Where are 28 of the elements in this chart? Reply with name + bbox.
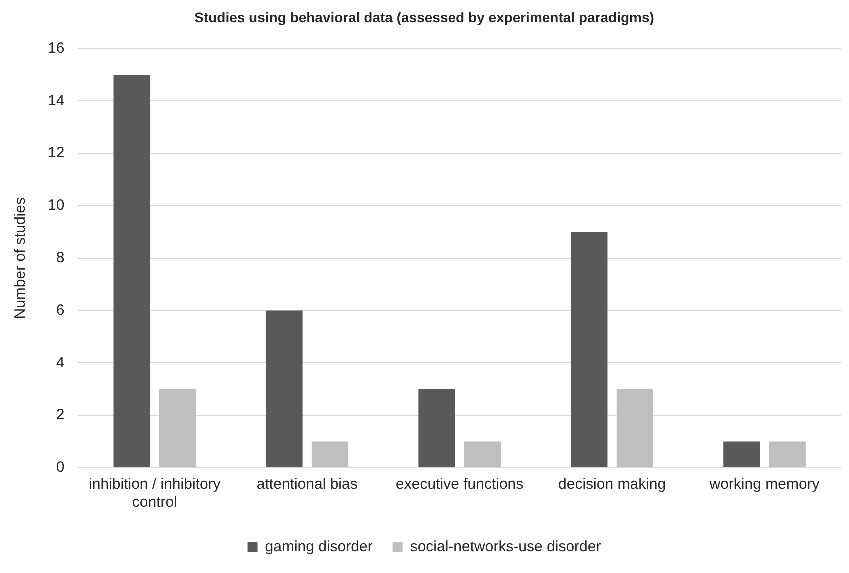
x-tick-label: inhibition / inhibitory control [89,476,222,512]
legend-label: social-networks-use disorder [410,538,602,556]
y-tick-label: 14 [48,92,65,110]
y-tick-label: 8 [56,250,65,267]
chart-title: Studies using behavioral data (assessed by experimental paradigms) [194,9,654,26]
y-tick-label: 6 [56,302,65,319]
y-tick-label: 0 [56,459,65,476]
bar [114,75,150,468]
x-tick-label: executive functions [396,476,524,494]
bar [418,389,456,468]
bar [159,389,196,468]
bar [571,232,608,468]
bar [464,442,502,468]
bar [312,442,349,468]
x-tick-label: attentional bias [256,476,358,494]
bar [724,442,760,468]
y-axis-title: Number of studies [12,198,30,320]
bar [769,442,806,468]
x-tick-label: working memory [708,476,820,494]
y-tick-label: 12 [48,144,65,162]
legend-label: gaming disorder [265,538,373,556]
y-tick-label: 10 [48,197,65,214]
bar [616,389,654,468]
y-tick-label: 2 [56,406,65,424]
x-tick-label: decision making [558,476,666,494]
y-tick-label: 4 [56,354,65,372]
y-tick-label: 16 [48,40,65,57]
bar [266,310,303,468]
